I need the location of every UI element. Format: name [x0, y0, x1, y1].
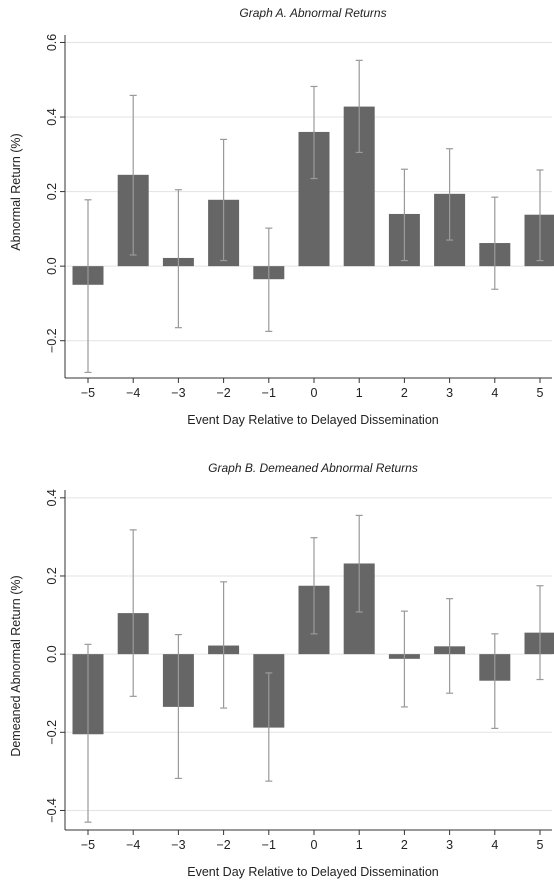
chart-b-error-bar — [355, 514, 363, 613]
chart-a-error-bar — [446, 148, 454, 241]
chart-b-x-tick-label: 3 — [446, 838, 453, 852]
chart-a-error-bar — [491, 196, 499, 290]
chart-a-y-tick-label: 0.6 — [45, 34, 59, 51]
chart-b-error-bar — [536, 585, 544, 681]
chart-b-x-tick-label: 4 — [491, 838, 498, 852]
chart-b-y-tick-label: 0.4 — [45, 489, 59, 506]
chart-a-y-tick-label: 0.0 — [45, 257, 59, 274]
chart-b-error-bar — [310, 537, 318, 635]
chart-b-y-axis-label: Demeaned Abnormal Return (%) — [9, 575, 23, 756]
chart-b-x-tick-label: 2 — [401, 838, 408, 852]
chart-a-error-bar — [265, 227, 273, 332]
chart-b-error-bar — [84, 643, 92, 823]
chart-b-error-bar — [220, 581, 228, 709]
chart-b-y-tick-label: −0.4 — [45, 798, 59, 823]
chart-b-error-bar — [174, 633, 182, 780]
chart-b-y-tick-label: 0.2 — [45, 567, 59, 584]
chart-a-x-tick-label: 2 — [401, 386, 408, 400]
chart-a-y-tick-label: 0.4 — [45, 108, 59, 125]
chart-a-error-bar — [355, 59, 363, 154]
chart-a-x-tick-label: 4 — [491, 386, 498, 400]
chart-b-x-tick-label: −1 — [262, 838, 276, 852]
chart-a-x-tick-label: −1 — [262, 386, 276, 400]
chart-a-y-tick-label: −0.2 — [45, 328, 59, 353]
chart-a-error-bar — [129, 94, 137, 256]
chart-b-x-tick-label: 1 — [356, 838, 363, 852]
chart-b-x-tick-label: −3 — [171, 838, 185, 852]
chart-a-y-axis-label: Abnormal Return (%) — [9, 133, 23, 250]
chart-a-x-tick-label: −4 — [126, 386, 140, 400]
chart-a-error-bar — [174, 189, 182, 329]
chart-abnormal-returns: Graph A. Abnormal Returns Event Day Rela… — [9, 6, 554, 427]
chart-a-x-tick-label: −5 — [81, 386, 95, 400]
chart-a-x-tick-label: −3 — [171, 386, 185, 400]
chart-a-x-tick-label: −2 — [216, 386, 230, 400]
chart-b-error-bar — [400, 610, 408, 708]
chart-b-error-bar — [446, 598, 454, 694]
chart-a-error-bar — [536, 169, 544, 262]
chart-a-bar — [524, 214, 554, 267]
chart-b-x-tick-label: −5 — [81, 838, 95, 852]
chart-b-y-tick-label: 0.0 — [45, 645, 59, 662]
chart-b-error-bar — [265, 672, 273, 782]
chart-a-x-tick-label: 3 — [446, 386, 453, 400]
chart-b-error-bar — [129, 529, 137, 697]
chart-b-x-axis-label: Event Day Relative to Delayed Disseminat… — [187, 865, 439, 879]
chart-demeaned-abnormal-returns: Graph B. Demeaned Abnormal Returns Event… — [9, 461, 554, 879]
chart-a-x-axis-label: Event Day Relative to Delayed Disseminat… — [187, 413, 439, 427]
chart-a-x-tick-label: 1 — [356, 386, 363, 400]
chart-a-error-bar — [400, 168, 408, 262]
chart-b-x-tick-label: 5 — [537, 838, 544, 852]
chart-b-error-bar — [491, 633, 499, 729]
chart-a-error-bar — [84, 199, 92, 374]
chart-b-x-tick-label: −2 — [216, 838, 230, 852]
chart-a-x-tick-label: 0 — [311, 386, 318, 400]
chart-a-error-bar — [220, 138, 228, 262]
chart-a-y-tick-label: 0.2 — [45, 183, 59, 200]
chart-a-error-bar — [310, 85, 318, 180]
chart-a-x-tick-label: 5 — [537, 386, 544, 400]
chart-b-x-tick-label: 0 — [311, 838, 318, 852]
chart-a-title: Graph A. Abnormal Returns — [239, 6, 386, 20]
chart-b-title: Graph B. Demeaned Abnormal Returns — [208, 461, 418, 475]
chart-b-x-tick-label: −4 — [126, 838, 140, 852]
chart-b-y-tick-label: −0.2 — [45, 720, 59, 745]
chart-b-bar — [524, 632, 554, 655]
